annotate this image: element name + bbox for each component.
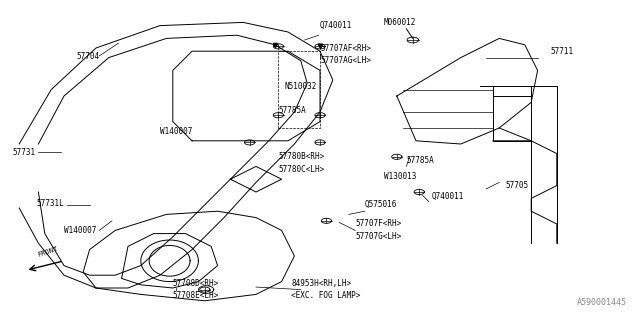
Text: 84953H<RH,LH>: 84953H<RH,LH> (291, 279, 351, 288)
Text: 57731: 57731 (12, 148, 35, 156)
Text: 57780B<RH>: 57780B<RH> (278, 152, 324, 161)
Text: Q740011: Q740011 (432, 192, 465, 201)
Text: A590001445: A590001445 (577, 298, 627, 307)
Text: 57707G<LH>: 57707G<LH> (355, 232, 401, 241)
Text: 57707AF<RH>: 57707AF<RH> (320, 44, 371, 52)
Text: 57731L: 57731L (36, 199, 64, 208)
Text: 57707AG<LH>: 57707AG<LH> (320, 56, 371, 65)
Text: 57780C<LH>: 57780C<LH> (278, 165, 324, 174)
Text: 57704: 57704 (76, 52, 99, 60)
Text: 57785A: 57785A (278, 106, 306, 115)
Text: 57711: 57711 (550, 47, 573, 56)
Text: M060012: M060012 (384, 18, 417, 27)
Text: 57708E<LH>: 57708E<LH> (173, 292, 219, 300)
Text: <EXC. FOG LAMP>: <EXC. FOG LAMP> (291, 292, 360, 300)
Text: W130013: W130013 (384, 172, 417, 180)
Text: 57785A: 57785A (406, 156, 434, 164)
Text: FRONT: FRONT (37, 245, 59, 258)
Text: N510032: N510032 (285, 82, 317, 91)
Text: Q740011: Q740011 (320, 21, 353, 30)
Text: 57708D<RH>: 57708D<RH> (173, 279, 219, 288)
Text: Q575016: Q575016 (365, 200, 397, 209)
Text: W140007: W140007 (63, 226, 96, 235)
Text: W140007: W140007 (159, 127, 192, 136)
Text: 57707F<RH>: 57707F<RH> (355, 220, 401, 228)
Text: 57705: 57705 (506, 181, 529, 190)
